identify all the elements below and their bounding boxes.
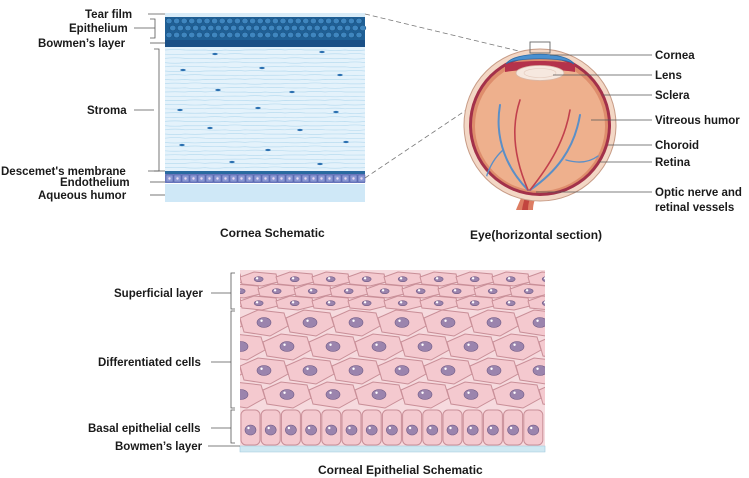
aqueous-humor-area: [165, 184, 365, 202]
epithelial-label-group: Superficial layer Differentiated cells B…: [88, 272, 240, 453]
label-sclera: Sclera: [655, 90, 690, 102]
bowmans-layer-band: [165, 40, 365, 47]
label-descemets-membrane: Descemet's membrane: [1, 166, 126, 178]
label-optic-nerve-line1: Optic nerve and: [655, 187, 742, 199]
label-lens: Lens: [655, 70, 682, 82]
label-epithelium: Epithelium: [69, 23, 128, 35]
label-vitreous-humor: Vitreous humor: [655, 115, 740, 127]
label-bowmans-layer: Bowmen’s layer: [38, 38, 126, 50]
label-aqueous-humor: Aqueous humor: [38, 190, 127, 202]
label-endothelium: Endothelium: [60, 177, 130, 189]
epithelial-bowmans-layer: [239, 445, 546, 453]
eye-label-group: Cornea Lens Sclera Vitreous humor Choroi…: [536, 50, 742, 214]
label-superficial-layer: Superficial layer: [114, 288, 203, 300]
caption-corneal-epithelial-schematic: Corneal Epithelial Schematic: [318, 463, 483, 477]
label-basal-epithelial-cells: Basal epithelial cells: [88, 423, 201, 435]
cornea-label-group: Tear film Epithelium Bowmen’s layer Stro…: [1, 9, 165, 202]
label-epithelial-bowmans-layer: Bowmen’s layer: [115, 441, 203, 453]
endothelium-cells: [165, 174, 366, 183]
caption-eye-section: Eye(horizontal section): [470, 228, 602, 242]
epithelial-cell-layers: [240, 271, 545, 446]
label-choroid: Choroid: [655, 140, 699, 152]
descemets-membrane-band: [165, 171, 365, 174]
stroma-keratocytes: [177, 50, 349, 166]
epithelial-schematic: [239, 270, 546, 453]
label-tear-film: Tear film: [85, 9, 132, 21]
cornea: [505, 53, 575, 65]
eye-section: [463, 41, 617, 210]
zoom-line-top: [364, 13, 528, 54]
label-differentiated-cells: Differentiated cells: [98, 357, 201, 369]
cornea-schematic: [165, 13, 367, 202]
tear-film-layer: [165, 13, 365, 17]
caption-cornea-schematic: Cornea Schematic: [220, 226, 325, 240]
lens: [515, 65, 565, 81]
epithelium-cells: [165, 17, 367, 39]
cornea-zoom-box: [529, 41, 551, 54]
stroma-fibers: [165, 49, 365, 169]
label-retina: Retina: [655, 157, 691, 169]
label-stroma: Stroma: [87, 105, 127, 117]
label-optic-nerve-line2: retinal vessels: [655, 202, 734, 214]
label-cornea: Cornea: [655, 50, 695, 62]
vitreous-humor: [475, 61, 605, 191]
retinal-vessels: [485, 99, 599, 191]
